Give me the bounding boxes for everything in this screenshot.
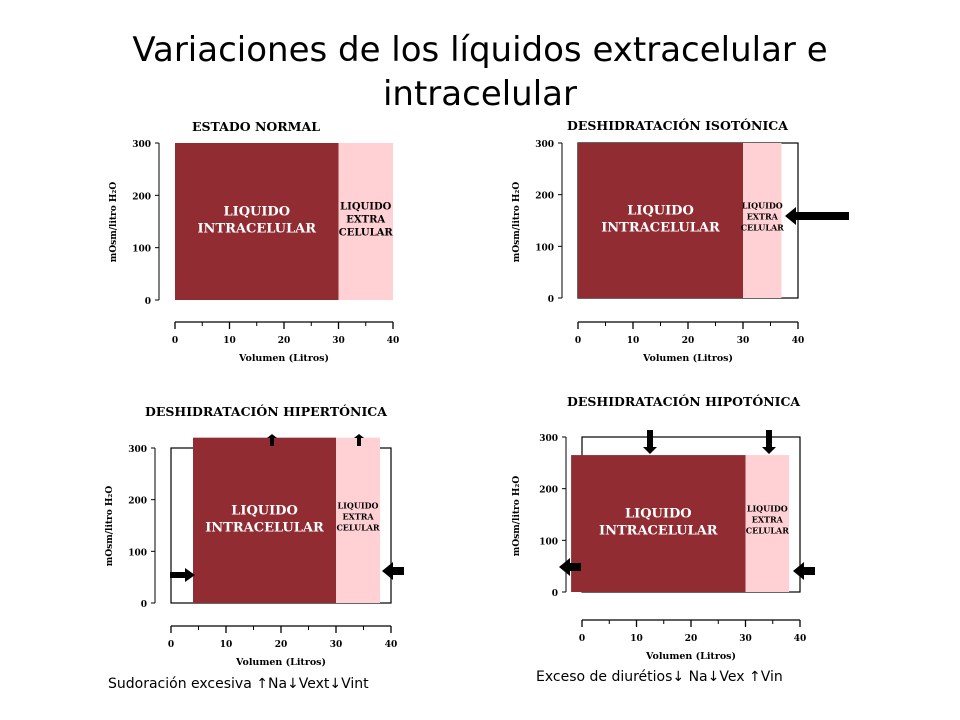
intracellular-label: INTRACELULAR (197, 222, 316, 237)
intracellular-label: INTRACELULAR (599, 524, 718, 539)
extracellular-block (743, 143, 782, 298)
x-tick-label: 20 (278, 336, 291, 346)
x-tick-label: 10 (627, 336, 640, 346)
x-tick-label: 20 (685, 634, 698, 644)
extracellular-label: LIQUIDO (340, 202, 391, 213)
y-tick-label: 0 (552, 589, 558, 599)
extracellular-label: EXTRA (342, 511, 374, 521)
x-tick-label: 20 (682, 336, 695, 346)
panel-title: DESHIDRATACIÓN HIPOTÓNICA (567, 393, 800, 409)
intracellular-block (193, 437, 336, 603)
extracellular-block (745, 455, 790, 592)
big-left-arrow-icon (785, 207, 849, 225)
slide-title-line2: intracelular (382, 74, 577, 114)
x-tick-label: 40 (792, 336, 805, 346)
y-axis-label: mOsm/litro H₂O (512, 476, 522, 557)
y-tick-label: 100 (132, 245, 151, 255)
y-tick-label: 0 (548, 295, 554, 305)
y-tick-label: 300 (539, 434, 558, 444)
intracellular-block (175, 143, 339, 300)
y-axis-label: mOsm/litro H₂O (109, 182, 119, 263)
x-tick-label: 0 (168, 640, 174, 650)
x-tick-label: 40 (385, 640, 398, 650)
x-axis-label: Volumen (Litros) (238, 353, 329, 364)
caption-hypertonic: Sudoración excesiva ↑Na↓Vext↓Vint (108, 676, 369, 692)
panel-title: DESHIDRATACIÓN HIPERTÓNICA (145, 403, 387, 419)
left-arrow-icon (559, 558, 581, 576)
y-tick-label: 200 (132, 192, 151, 202)
panel-title: ESTADO NORMAL (192, 119, 320, 134)
extracellular-label: EXTRA (747, 212, 779, 222)
x-tick-label: 10 (220, 640, 233, 650)
y-tick-label: 100 (535, 243, 554, 253)
y-tick-label: 300 (132, 140, 151, 150)
x-axis-label: Volumen (Litros) (235, 657, 326, 668)
left-arrow-icon (793, 562, 815, 580)
panel-title: DESHIDRATACIÓN ISOTÓNICA (567, 117, 788, 133)
y-tick-label: 200 (535, 192, 554, 202)
extracellular-label: LIQUIDO (742, 201, 783, 211)
extracellular-label: CELULAR (336, 522, 379, 532)
y-tick-label: 200 (128, 497, 147, 507)
y-tick-label: 100 (539, 537, 558, 547)
x-tick-label: 0 (579, 634, 585, 644)
x-tick-label: 30 (737, 336, 750, 346)
x-tick-label: 10 (630, 634, 643, 644)
y-axis-label: mOsm/litro H₂O (512, 182, 522, 263)
x-tick-label: 30 (332, 336, 345, 346)
x-tick-label: 10 (223, 336, 236, 346)
x-tick-label: 0 (172, 336, 178, 346)
x-tick-label: 30 (330, 640, 343, 650)
extracellular-label: CELULAR (746, 526, 789, 536)
y-axis-label: mOsm/litro H₂O (105, 486, 115, 567)
intracellular-block (578, 143, 743, 298)
y-tick-label: 200 (539, 486, 558, 496)
intracellular-label: INTRACELULAR (601, 221, 720, 236)
right-arrow-icon (170, 568, 195, 582)
extracellular-block (338, 143, 393, 300)
left-arrow-icon (382, 562, 404, 580)
intracellular-label: LIQUIDO (223, 205, 290, 220)
x-axis-label: Volumen (Litros) (645, 651, 736, 662)
y-tick-label: 100 (128, 548, 147, 558)
up-arrow-icon (267, 434, 277, 446)
intracellular-label: LIQUIDO (627, 204, 694, 219)
extracellular-label: LIQUIDO (747, 504, 788, 514)
x-tick-label: 0 (575, 336, 581, 346)
x-tick-label: 40 (794, 634, 807, 644)
intracellular-block (571, 455, 746, 592)
down-arrow-icon (762, 430, 776, 454)
x-axis-label: Volumen (Litros) (642, 353, 733, 364)
extracellular-label: EXTRA (752, 515, 784, 525)
intracellular-label: LIQUIDO (625, 507, 692, 522)
extracellular-label: EXTRA (346, 215, 385, 226)
y-tick-label: 300 (128, 445, 147, 455)
x-tick-label: 30 (739, 634, 752, 644)
x-tick-label: 20 (275, 640, 288, 650)
up-arrow-icon (354, 434, 364, 446)
y-tick-label: 0 (141, 600, 147, 610)
caption-hypotonic: Exceso de diurétios↓ Na↓Vex ↑Vin (536, 669, 783, 685)
extracellular-label: LIQUIDO (338, 500, 379, 510)
down-arrow-icon (643, 430, 657, 454)
slide-title: Variaciones de los líquidos extracelular… (0, 28, 960, 116)
intracellular-label: INTRACELULAR (205, 520, 324, 535)
extracellular-block (336, 437, 380, 603)
x-tick-label: 40 (387, 336, 400, 346)
intracellular-label: LIQUIDO (231, 503, 298, 518)
extracellular-label: CELULAR (741, 223, 784, 233)
y-tick-label: 0 (145, 297, 151, 307)
slide-title-line1: Variaciones de los líquidos extracelular… (132, 30, 828, 70)
y-tick-label: 300 (535, 140, 554, 150)
extracellular-label: CELULAR (339, 228, 394, 239)
